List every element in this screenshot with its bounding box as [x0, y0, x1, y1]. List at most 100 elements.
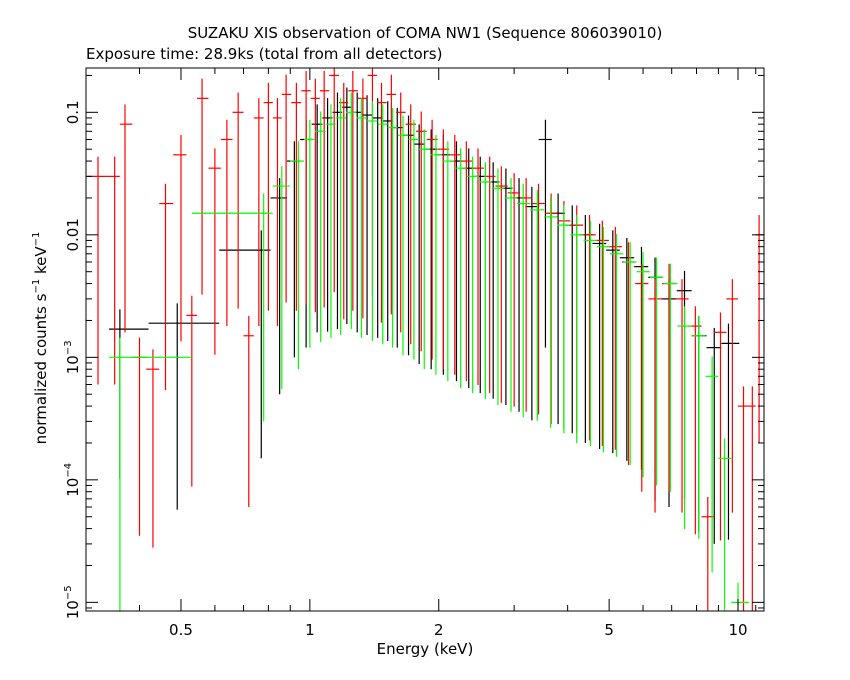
- data-point: [472, 148, 484, 385]
- data-point: [731, 582, 749, 611]
- plot-frame: [85, 67, 765, 612]
- svg-text:10−3: 10−3: [63, 340, 82, 374]
- y-axis-label-sup1: −1: [31, 279, 42, 294]
- data-point: [721, 323, 740, 540]
- data-point: [304, 119, 316, 348]
- data-point: [243, 315, 254, 508]
- data-point: [460, 141, 473, 382]
- data-point: [507, 173, 521, 407]
- data-point: [595, 220, 609, 446]
- data-point: [551, 193, 566, 425]
- svg-text:0.1: 0.1: [64, 100, 82, 124]
- data-point: [148, 303, 220, 510]
- data-point: [583, 215, 596, 441]
- data-point: [325, 104, 336, 338]
- data-point: [419, 129, 431, 370]
- data-point: [705, 356, 719, 573]
- data-point: [415, 111, 427, 352]
- data-point: [362, 95, 373, 336]
- data-point: [688, 306, 702, 535]
- data-point: [377, 104, 388, 345]
- data-point: [219, 230, 271, 459]
- data-point: [310, 78, 320, 313]
- data-point: [430, 135, 442, 375]
- data-point: [87, 156, 107, 385]
- data-point: [479, 162, 492, 399]
- y-tick-label: 10−5: [63, 585, 82, 619]
- data-point: [109, 337, 192, 611]
- chart-title: SUZAKU XIS observation of COMA NW1 (Sequ…: [188, 24, 663, 42]
- data-point: [706, 327, 722, 544]
- data-point: [583, 220, 597, 446]
- y-axis-label-mid: keV: [32, 246, 50, 279]
- data-point: [173, 135, 187, 342]
- data-point: [636, 251, 650, 478]
- data-point: [623, 242, 637, 466]
- data-point: [538, 119, 552, 348]
- x-tick-label: 1: [305, 621, 315, 639]
- data-point: [609, 234, 624, 457]
- data-point: [346, 92, 357, 330]
- data-point: [186, 295, 197, 487]
- series-1: [87, 68, 764, 611]
- data-point: [466, 156, 480, 394]
- data-point: [106, 156, 120, 385]
- data-point: [621, 242, 636, 466]
- data-point: [619, 237, 635, 461]
- data-point: [356, 98, 367, 338]
- data-point: [517, 183, 531, 418]
- data-point: [437, 129, 450, 370]
- data-point: [397, 115, 409, 356]
- data-point: [387, 107, 398, 348]
- data-point: [290, 141, 305, 370]
- data-point: [491, 168, 505, 406]
- x-tick-label: 2: [434, 621, 444, 639]
- data-point: [357, 78, 368, 319]
- data-point: [159, 183, 174, 391]
- y-axis-label: normalized counts s−1 keV−1: [31, 232, 50, 445]
- data-point: [319, 70, 330, 308]
- data-point: [146, 349, 160, 548]
- data-point: [291, 82, 302, 311]
- data-point: [691, 315, 706, 539]
- data-point: [747, 386, 756, 611]
- data-point: [253, 98, 264, 327]
- data-point: [376, 82, 387, 323]
- data-point: [196, 78, 209, 295]
- data-point: [315, 111, 326, 343]
- tick-layer: [85, 68, 764, 611]
- data-point: [635, 263, 649, 492]
- data-point: [663, 263, 678, 492]
- data-point: [441, 141, 455, 382]
- svg-text:10−5: 10−5: [63, 585, 82, 619]
- data-point: [386, 74, 397, 315]
- data-point: [191, 193, 273, 422]
- data-point: [596, 226, 610, 453]
- data-point: [606, 230, 620, 454]
- data-point: [396, 92, 406, 333]
- data-point: [281, 74, 292, 303]
- data-point: [648, 279, 663, 513]
- y-axis-label-main: normalized counts s: [32, 293, 50, 444]
- y-tick-label: 0.01: [64, 218, 82, 251]
- data-point: [263, 82, 273, 311]
- data-point: [504, 178, 518, 412]
- data-point: [348, 70, 358, 311]
- data-point: [413, 124, 426, 365]
- data-point: [557, 205, 571, 434]
- data-point: [335, 98, 347, 335]
- data-point: [677, 306, 692, 530]
- data-point: [520, 178, 533, 412]
- x-axis-label: Energy (keV): [377, 640, 474, 658]
- data-point: [532, 183, 545, 415]
- data-point: [675, 279, 689, 513]
- data-point: [220, 119, 233, 327]
- data-point: [402, 115, 414, 356]
- data-point: [272, 98, 282, 327]
- data-layer: [87, 68, 764, 611]
- svg-text:10−4: 10−4: [63, 463, 82, 497]
- svg-text:0.01: 0.01: [64, 218, 82, 251]
- data-point: [755, 215, 764, 443]
- data-point: [270, 178, 288, 395]
